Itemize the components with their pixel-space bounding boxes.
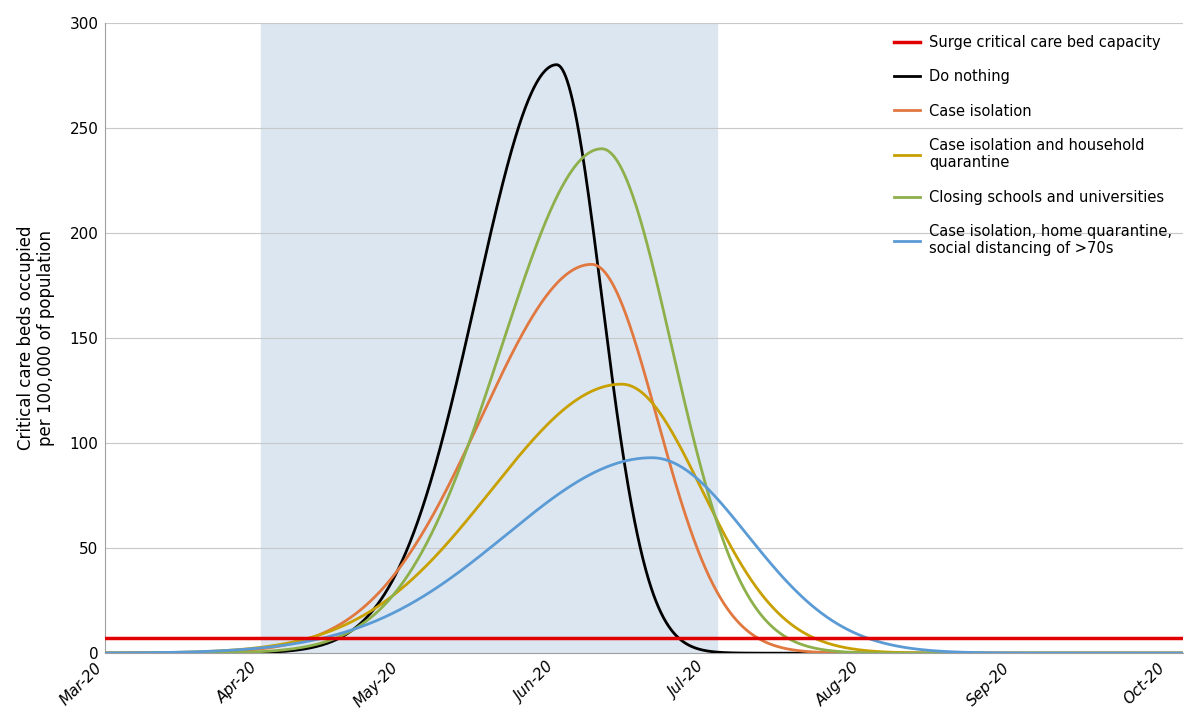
Legend: Surge critical care bed capacity,  , Do nothing,  , Case isolation,  , Case isol: Surge critical care bed capacity, , Do n… — [888, 29, 1178, 262]
Bar — [260, 23, 718, 653]
Y-axis label: Critical care beds occupied
per 100,000 of population: Critical care beds occupied per 100,000 … — [17, 225, 55, 450]
